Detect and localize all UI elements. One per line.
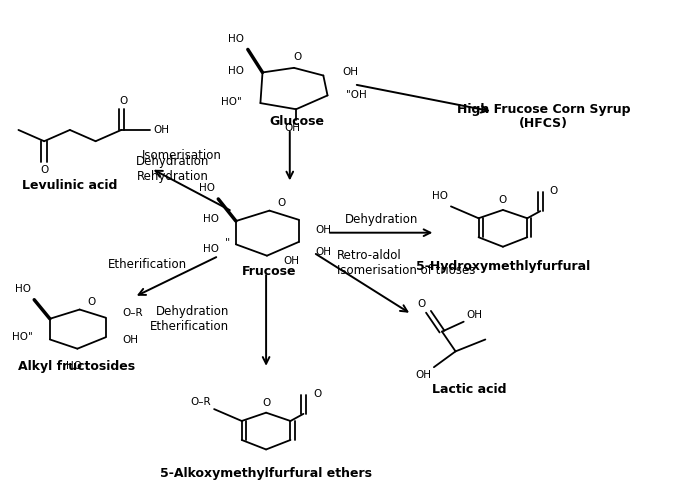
Text: Lactic acid: Lactic acid: [432, 383, 506, 396]
Text: O: O: [418, 299, 426, 309]
Text: O: O: [262, 398, 270, 407]
Text: O: O: [277, 198, 286, 208]
Text: Isomerisation: Isomerisation: [142, 148, 222, 162]
Text: OH: OH: [316, 224, 332, 234]
Text: Frucose: Frucose: [242, 265, 297, 278]
Text: O–R: O–R: [123, 308, 143, 318]
Text: 5-Hydroxymethlyfurfural: 5-Hydroxymethlyfurfural: [416, 260, 590, 273]
Text: Alkyl fructosides: Alkyl fructosides: [18, 360, 135, 374]
Text: ": ": [225, 237, 230, 247]
Text: OH: OH: [316, 247, 332, 257]
Text: O: O: [88, 297, 96, 307]
Text: OH: OH: [415, 370, 431, 380]
Text: O: O: [313, 389, 321, 399]
Text: HO": HO": [221, 97, 242, 107]
Text: O: O: [40, 164, 48, 174]
Text: HO: HO: [228, 34, 245, 43]
Text: OH: OH: [342, 66, 358, 76]
Text: OH: OH: [123, 334, 138, 344]
Text: HO: HO: [199, 183, 215, 193]
Text: O: O: [119, 96, 127, 106]
Text: O–R: O–R: [190, 396, 211, 406]
Text: Glucose: Glucose: [269, 116, 324, 128]
Text: 5-Alkoxymethylfurfural ethers: 5-Alkoxymethylfurfural ethers: [160, 468, 372, 480]
Text: HO: HO: [203, 244, 219, 254]
Text: OH: OH: [284, 256, 300, 266]
Text: OH: OH: [466, 310, 482, 320]
Text: "OH: "OH: [347, 90, 367, 101]
Text: HO: HO: [66, 361, 82, 371]
Text: HO: HO: [227, 66, 244, 76]
Text: Levulinic acid: Levulinic acid: [22, 179, 118, 192]
Text: HO: HO: [15, 284, 31, 294]
Text: HO: HO: [432, 192, 447, 202]
Text: O: O: [499, 195, 507, 205]
Text: O: O: [293, 52, 301, 62]
Text: Retro-aldol
Isomerisation of trioses: Retro-aldol Isomerisation of trioses: [337, 249, 475, 277]
Text: High Frucose Corn Syrup
(HFCS): High Frucose Corn Syrup (HFCS): [457, 102, 630, 130]
Text: Dehydration: Dehydration: [345, 214, 418, 226]
Text: Etherification: Etherification: [108, 258, 187, 271]
Text: HO: HO: [203, 214, 219, 224]
Text: Dehydration
Etherification: Dehydration Etherification: [150, 305, 229, 333]
Text: OH: OH: [153, 125, 169, 135]
Text: O: O: [550, 186, 558, 196]
Text: OH: OH: [285, 123, 301, 133]
Text: HO": HO": [12, 332, 33, 342]
Text: Dehydration
Rehydration: Dehydration Rehydration: [136, 155, 210, 183]
